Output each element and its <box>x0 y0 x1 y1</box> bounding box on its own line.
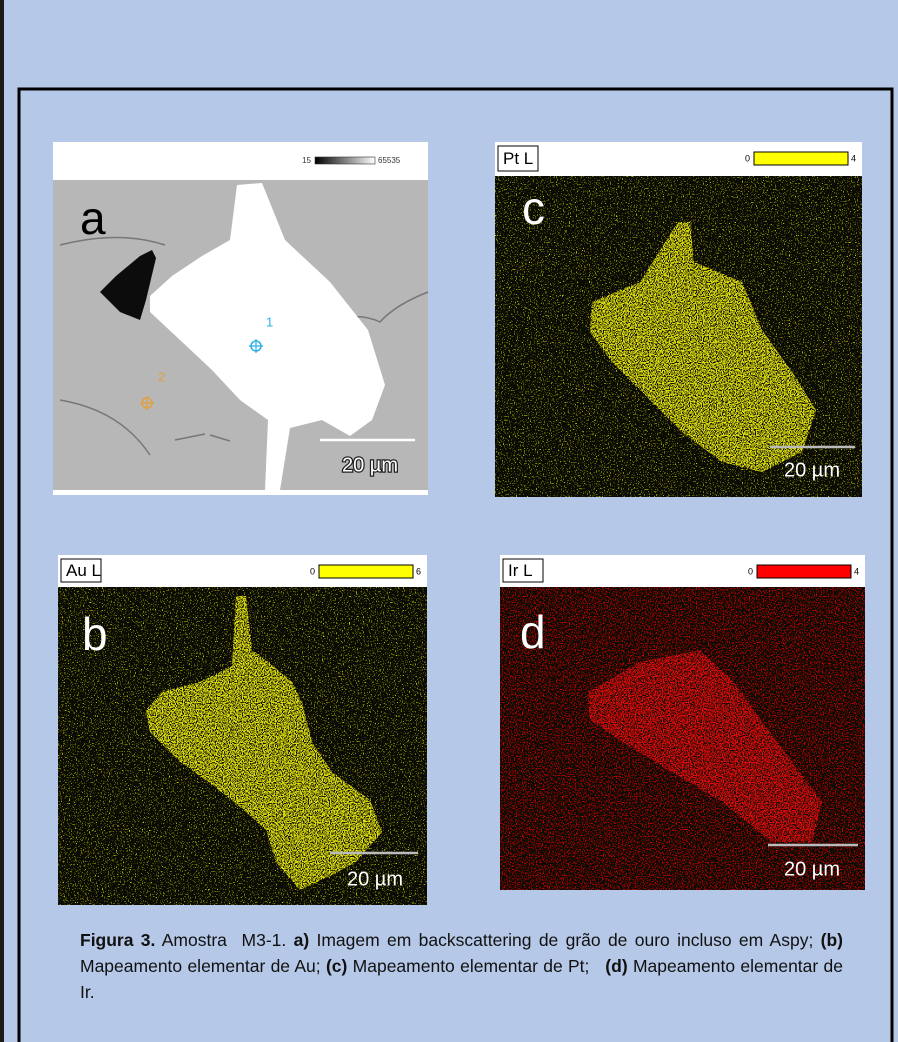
panel-letter: b <box>82 608 108 660</box>
caption-bold: a) <box>294 930 310 950</box>
color-scale-bar <box>319 565 413 578</box>
caption-text: Imagem em backscattering de grão de ouro… <box>309 930 820 950</box>
scale-bar-label: 20 µm <box>784 858 840 880</box>
scale-bar-label: 20 µm <box>784 459 840 481</box>
panel-letter: c <box>522 182 545 234</box>
panel-letter: d <box>520 606 546 658</box>
scale-min: 0 <box>745 153 750 163</box>
page: {"figure": {"panels": [ {"letter": "a", … <box>0 0 898 1042</box>
element-label: Au L <box>66 561 101 580</box>
caption-bold: Figura 3. <box>80 930 155 950</box>
scale-min: 0 <box>748 566 753 576</box>
figure: 15 65535 1 2 20 µm a Au L 0 6 20 µm b Pt L 0 4 20 µm c I… <box>0 0 898 1042</box>
point-label: 2 <box>158 369 165 384</box>
caption: Figura 3. Amostra M3-1. a) Imagem em bac… <box>80 927 843 1005</box>
element-label: Pt L <box>503 149 533 168</box>
panel-letter: a <box>80 192 106 244</box>
scale-bar-label: 20 µm <box>347 868 403 890</box>
scale-min: 15 <box>302 156 311 165</box>
scale-min: 0 <box>310 566 315 576</box>
scale-max: 6 <box>416 566 421 576</box>
element-label: Ir L <box>508 561 533 580</box>
point-label: 1 <box>266 314 273 329</box>
scale-max: 65535 <box>378 156 401 165</box>
caption-text: Amostra M3-1. <box>155 930 293 950</box>
color-scale-bar <box>754 152 848 165</box>
grey-scale-bar <box>315 157 375 164</box>
caption-bold: (c) <box>326 956 347 976</box>
caption-text: Mapeamento elementar de Pt; <box>347 956 605 976</box>
caption-bold: (d) <box>605 956 627 976</box>
scale-max: 4 <box>851 153 856 163</box>
scale-bar-label: 20 µm <box>342 454 398 476</box>
caption-bold: (b) <box>821 930 843 950</box>
scale-max: 4 <box>854 566 859 576</box>
color-scale-bar <box>757 565 851 578</box>
